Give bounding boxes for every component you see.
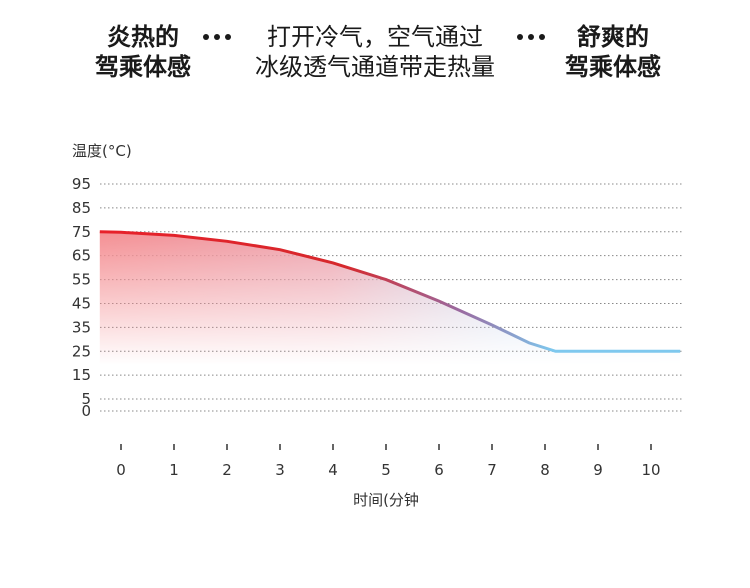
y-tick-label: 5 xyxy=(81,390,91,408)
x-tick-label: 5 xyxy=(381,461,391,479)
x-tick-label: 0 xyxy=(116,461,126,479)
header-cooling-line-1: 打开冷气，空气通过 xyxy=(267,23,483,51)
temperature-area-fill xyxy=(99,231,681,411)
header-hot-line-2: 驾乘体感 xyxy=(95,53,191,81)
header-cool-line-2: 驾乘体感 xyxy=(565,53,661,81)
x-tick-label: 6 xyxy=(434,461,444,479)
x-tick-label: 2 xyxy=(222,461,232,479)
x-tick-label: 10 xyxy=(641,461,660,479)
y-tick-label: 0 xyxy=(81,402,91,420)
x-tick-labels: 0 1 2 3 4 5 6 7 8 9 10 xyxy=(116,444,661,479)
header-cool-line-1: 舒爽的 xyxy=(577,23,649,51)
y-tick-label: 75 xyxy=(72,223,91,241)
y-tick-label: 25 xyxy=(72,342,91,360)
header: 炎热的 驾乘体感 打开冷气，空气通过 冰级透气通道带走热量 舒爽的 驾乘体感 xyxy=(0,0,750,100)
y-tick-label: 45 xyxy=(72,294,91,312)
x-tick-label: 9 xyxy=(593,461,603,479)
x-tick-label: 8 xyxy=(540,461,550,479)
x-tick-label: 3 xyxy=(275,461,285,479)
y-tick-label: 35 xyxy=(72,318,91,336)
x-tick-label: 4 xyxy=(328,461,338,479)
header-cooling-caption: 打开冷气，空气通过 冰级透气通道带走热量 xyxy=(240,22,510,82)
header-hot-line-1: 炎热的 xyxy=(107,23,179,51)
header-hot-caption: 炎热的 驾乘体感 xyxy=(88,22,198,82)
temperature-series-line xyxy=(99,230,681,353)
x-tick-label: 7 xyxy=(487,461,497,479)
y-tick-label: 65 xyxy=(72,247,91,265)
x-tick-label: 1 xyxy=(169,461,179,479)
ellipsis-icon-left xyxy=(203,34,231,40)
header-cool-caption: 舒爽的 驾乘体感 xyxy=(558,22,668,82)
y-axis-label: 温度(°C) xyxy=(72,142,132,160)
header-cooling-line-2: 冰级透气通道带走热量 xyxy=(255,53,495,81)
x-axis-label: 时间(分钟 xyxy=(353,491,419,509)
ellipsis-icon-right xyxy=(517,34,545,40)
y-tick-label: 15 xyxy=(72,366,91,384)
y-tick-label: 95 xyxy=(72,175,91,193)
y-tick-labels: 05 15 25 35 45 55 65 75 85 95 xyxy=(72,175,91,420)
y-tick-label: 85 xyxy=(72,199,91,217)
y-tick-label: 55 xyxy=(72,271,91,289)
